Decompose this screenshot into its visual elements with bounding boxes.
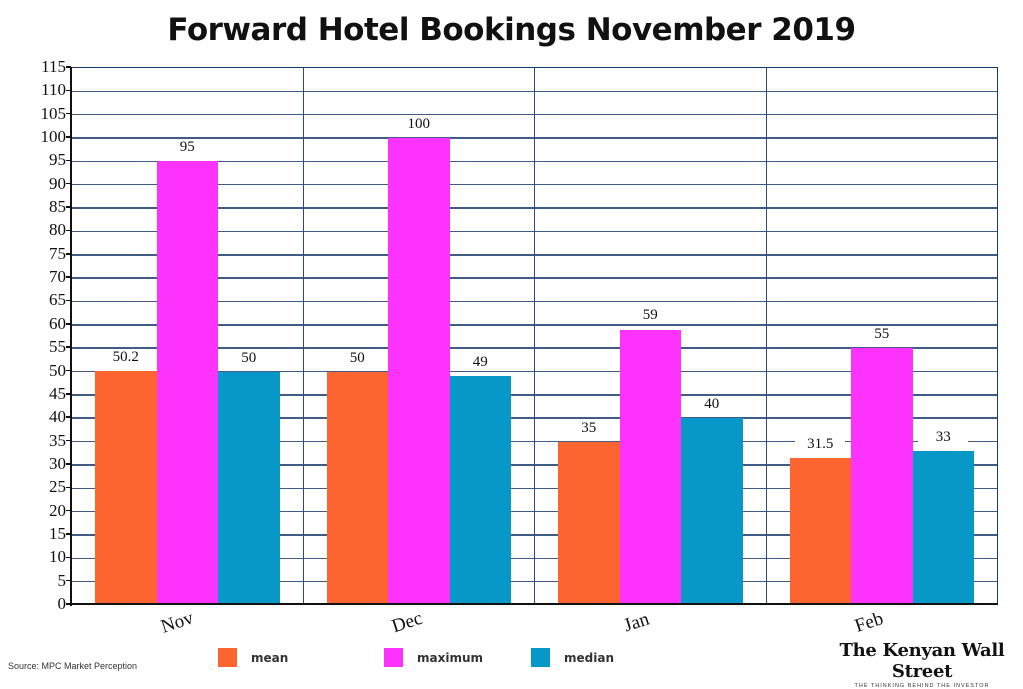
bar-value-label: 50.2 — [100, 348, 151, 365]
brand-name: The Kenyan Wall Street — [839, 640, 1005, 682]
y-tick-label: 10 — [49, 547, 66, 567]
bar-mean-dec — [326, 371, 388, 605]
y-tick-label: 40 — [49, 407, 66, 427]
legend-label: maximum — [417, 650, 484, 665]
y-tick-label: 60 — [49, 313, 66, 333]
y-tick-mark — [66, 463, 71, 465]
category-separator — [534, 68, 535, 605]
y-tick-mark — [66, 89, 71, 92]
bar-mean-feb — [789, 457, 851, 605]
x-tick-label: Feb — [852, 608, 887, 637]
bar-value-label: 100 — [393, 116, 444, 133]
bar-mean-nov — [95, 370, 157, 605]
bar-median-jan — [681, 418, 743, 605]
x-tick-label: Nov — [158, 607, 196, 638]
y-tick-mark — [66, 416, 71, 418]
y-tick-label: 105 — [40, 103, 67, 123]
bar-value-label: 59 — [625, 307, 676, 324]
legend-label: median — [564, 650, 614, 665]
y-tick-label: 45 — [49, 383, 66, 403]
y-tick-mark — [66, 533, 71, 535]
y-tick-mark — [66, 66, 71, 68]
y-tick-label: 100 — [40, 127, 67, 147]
x-tick-label: Jan — [620, 608, 652, 637]
y-tick-mark — [66, 299, 71, 302]
legend-swatch-maximum — [384, 648, 403, 667]
y-tick-label: 85 — [49, 197, 66, 217]
y-tick-mark — [66, 112, 71, 115]
y-tick-label: 75 — [49, 243, 66, 263]
y-tick-label: 65 — [49, 290, 66, 310]
y-tick-mark — [66, 509, 71, 512]
y-tick-mark — [66, 276, 71, 278]
bar-mean-jan — [558, 441, 620, 605]
y-tick-label: 15 — [49, 523, 66, 543]
bar-value-label: 50 — [223, 349, 274, 366]
plot-area: 50.2 95 50 50 100 49 35 59 40 31.5 55 33 — [71, 67, 998, 605]
y-tick-mark — [66, 182, 71, 185]
legend-item-median: median — [531, 648, 614, 667]
bar-maximum-dec — [388, 138, 450, 605]
y-tick-mark — [66, 253, 71, 255]
y-tick-label: 0 — [57, 594, 67, 613]
y-tick-label: 70 — [49, 267, 66, 287]
y-tick-mark — [66, 603, 71, 605]
x-tick-label: Dec — [389, 607, 426, 638]
chart-title: Forward Hotel Bookings November 2019 — [167, 12, 856, 48]
y-tick-mark — [66, 323, 71, 325]
y-tick-label: 90 — [49, 173, 66, 193]
category-separator — [302, 68, 304, 605]
y-tick-label: 95 — [49, 150, 66, 170]
y-tick-mark — [66, 136, 71, 138]
legend-item-maximum: maximum — [384, 648, 483, 667]
source-note: Source: MPC Market Perception — [8, 661, 138, 671]
y-tick-label: 5 — [57, 570, 67, 590]
x-axis — [66, 603, 998, 605]
bar-value-label: 35 — [563, 419, 614, 436]
bar-value-label: 49 — [455, 354, 506, 371]
bar-maximum-nov — [156, 161, 218, 605]
y-axis — [70, 67, 72, 606]
legend-item-mean: mean — [218, 648, 288, 667]
y-tick-mark — [66, 229, 71, 232]
y-tick-label: 20 — [49, 500, 66, 520]
y-tick-label: 30 — [49, 453, 66, 473]
y-tick-label: 115 — [41, 57, 66, 76]
y-tick-label: 25 — [49, 477, 66, 497]
y-tick-mark — [66, 393, 71, 395]
bar-value-label: 31.5 — [795, 435, 846, 452]
y-tick-label: 55 — [49, 337, 66, 357]
bar-value-label: 50 — [332, 349, 383, 366]
y-tick-mark — [66, 369, 71, 372]
bar-maximum-jan — [619, 329, 681, 605]
y-tick-mark — [66, 206, 71, 208]
bar-maximum-feb — [851, 348, 913, 605]
y-tick-mark — [66, 556, 71, 559]
brand-tagline: THE THINKING BEHIND THE INVESTOR — [854, 683, 990, 689]
bar-value-label: 55 — [856, 326, 907, 343]
legend-swatch-mean — [218, 648, 237, 667]
bar-median-dec — [449, 376, 511, 605]
bar-value-label: 33 — [918, 428, 969, 445]
category-separator — [765, 68, 767, 605]
legend-swatch-median — [531, 648, 550, 667]
bar-median-feb — [912, 450, 974, 605]
y-tick-mark — [66, 346, 71, 348]
legend-label: mean — [251, 650, 289, 665]
y-tick-label: 35 — [49, 430, 66, 450]
y-tick-label: 110 — [41, 80, 66, 100]
y-tick-mark — [66, 579, 71, 582]
y-tick-label: 50 — [49, 360, 66, 380]
bar-value-label: 40 — [686, 396, 737, 413]
bar-median-nov — [218, 371, 280, 605]
bar-value-label: 95 — [162, 139, 213, 156]
y-tick-mark — [66, 439, 71, 442]
y-tick-mark — [66, 159, 71, 162]
y-tick-label: 80 — [49, 220, 66, 240]
y-tick-mark — [66, 486, 71, 488]
